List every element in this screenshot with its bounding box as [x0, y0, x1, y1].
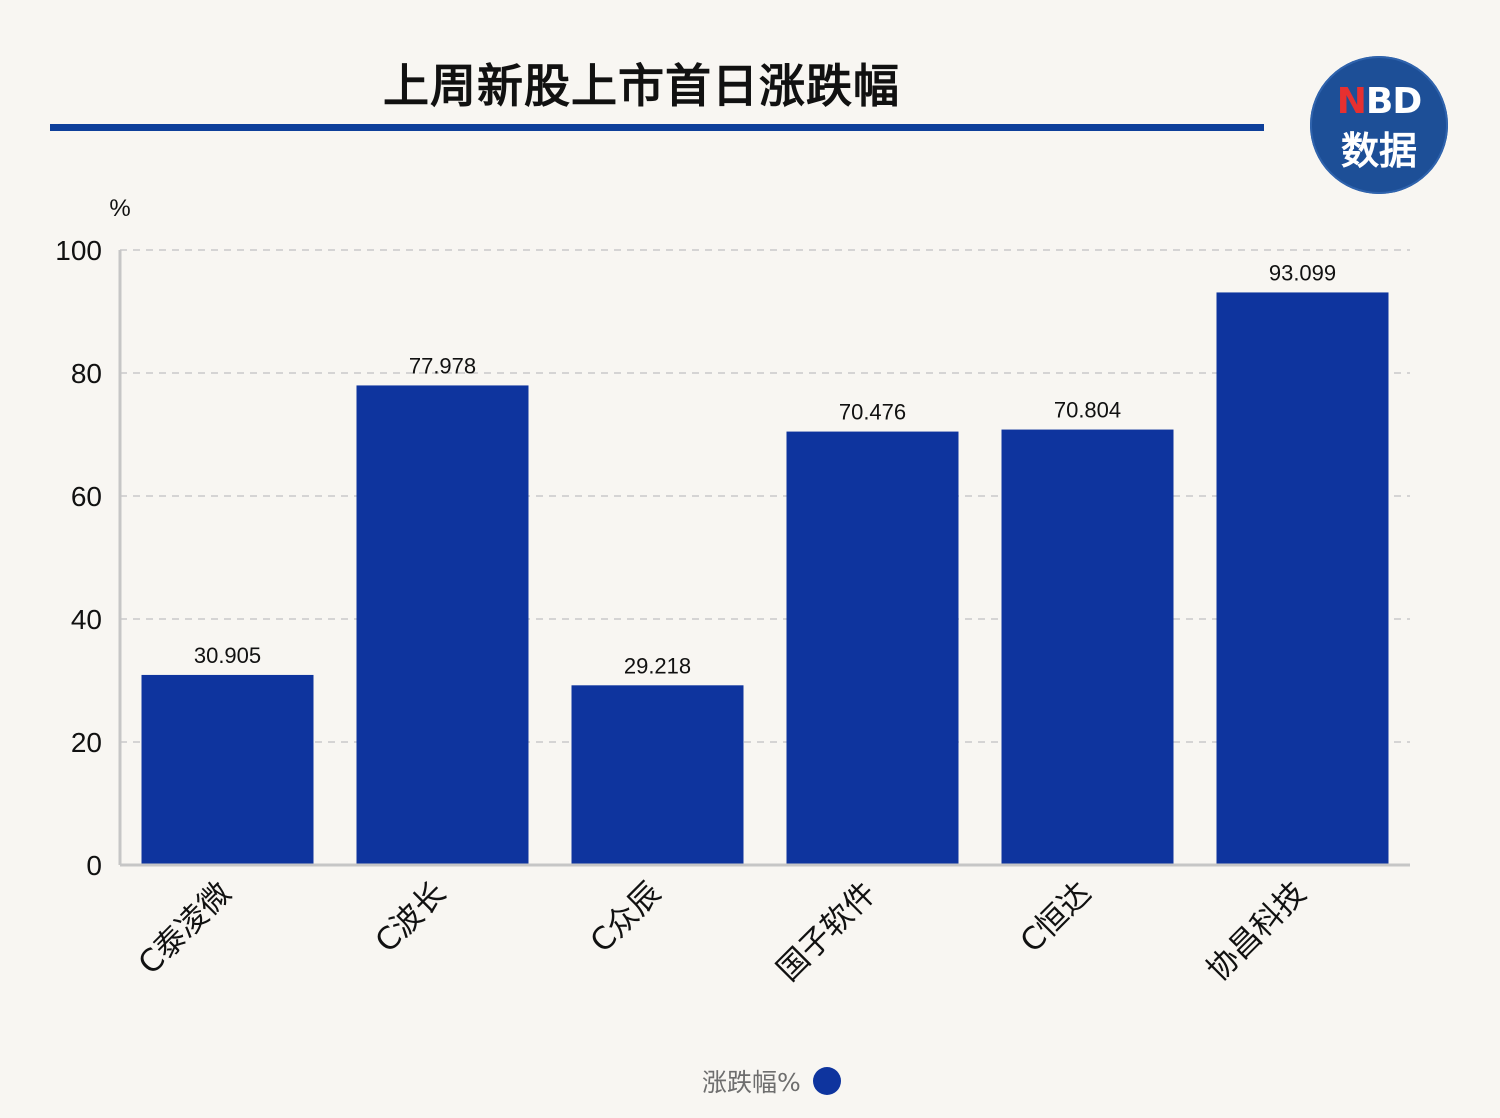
y-tick-label: 100	[55, 235, 102, 266]
y-axis-ticks: 0 20 40 60 80 100	[55, 235, 102, 881]
x-tick-label: 协昌科技	[1200, 875, 1313, 988]
title-underline	[50, 124, 1264, 131]
x-axis-ticks: C泰凌微 C波长 C众辰 国子软件 C恒达 协昌科技	[132, 875, 1314, 988]
nbd-data-logo: NBD 数据	[1310, 56, 1448, 194]
gridlines	[120, 249, 1410, 743]
data-label: 30.905	[194, 643, 261, 668]
logo-text-top: NBD	[1336, 81, 1422, 122]
y-tick-label: 0	[86, 850, 102, 881]
data-label: 70.804	[1054, 398, 1121, 423]
bar	[571, 685, 744, 865]
legend-swatch	[812, 1067, 841, 1095]
data-label: 77.978	[409, 353, 476, 378]
data-label: 29.218	[624, 653, 691, 678]
x-tick-label: C泰凌微	[132, 875, 239, 982]
data-label: 70.476	[839, 400, 906, 425]
legend: 涨跌幅%	[702, 1064, 841, 1098]
x-tick-label: C恒达	[1014, 875, 1099, 960]
x-tick-label: C波长	[369, 875, 454, 960]
bar	[1001, 429, 1174, 865]
logo-text-bottom: 数据	[1340, 129, 1417, 173]
data-labels: 30.905 77.978 29.218 70.476 70.804 93.099	[194, 260, 1336, 678]
legend-label: 涨跌幅%	[702, 1068, 801, 1097]
y-tick-label: 20	[71, 727, 102, 758]
bars	[141, 292, 1389, 865]
x-tick-label: 国子软件	[770, 875, 883, 988]
chart-title: 上周新股上市首日涨跌幅	[383, 59, 900, 113]
y-axis-label: %	[109, 195, 130, 222]
y-tick-label: 40	[71, 604, 102, 635]
x-tick-label: C众辰	[584, 875, 669, 960]
y-tick-label: 80	[71, 358, 102, 389]
y-tick-label: 60	[71, 481, 102, 512]
bar	[141, 674, 314, 865]
bar	[356, 385, 529, 865]
bar	[1216, 292, 1389, 865]
axes	[118, 250, 1410, 867]
data-label: 93.099	[1269, 260, 1336, 285]
bar	[786, 431, 959, 865]
